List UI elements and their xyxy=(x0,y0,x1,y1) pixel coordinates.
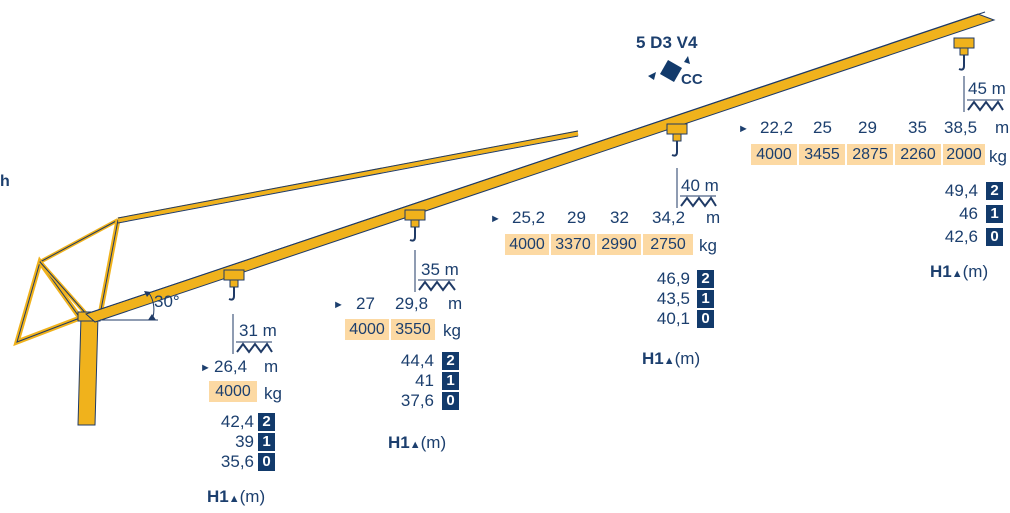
height-40-1: 43,5 xyxy=(656,289,690,308)
jib-tie-rod-outline-a xyxy=(117,130,579,219)
badge-31-2: 2 xyxy=(258,413,275,431)
badge-35-0: 0 xyxy=(442,392,459,410)
h1-caption-31: H1▲(m) xyxy=(207,487,266,506)
badge-35-2: 2 xyxy=(442,352,459,370)
load-45-1: 3455 xyxy=(799,144,845,165)
load-unit-35: kg xyxy=(443,321,461,340)
radius-40-1: 29 xyxy=(567,208,586,227)
badge-40-2: 2 xyxy=(697,270,714,288)
badge-40-0: 0 xyxy=(697,310,714,328)
load-40-1: 3370 xyxy=(551,234,595,255)
radius-45-0: 22,2 xyxy=(760,118,794,137)
trolley-40 xyxy=(666,123,688,157)
height-31-0: 35,6 xyxy=(220,452,254,471)
radius-40-3: 34,2 xyxy=(652,208,686,227)
load-35-0: 4000 xyxy=(345,319,389,340)
badge-45-1: 1 xyxy=(986,205,1003,223)
cab-model-label: 5 D3 V4 xyxy=(636,33,698,52)
jib-length-40: 40 m xyxy=(681,176,719,195)
radius-arrow-35: ► xyxy=(333,299,344,311)
inner-brace-outline xyxy=(39,261,89,317)
angle-arrow-bottom xyxy=(148,314,156,320)
length-marker-31 xyxy=(232,314,273,354)
load-45-2: 2875 xyxy=(847,144,893,165)
radius-45-4: 38,5 xyxy=(944,118,978,137)
height-40-2: 46,9 xyxy=(656,269,690,288)
height-35-1: 41 xyxy=(415,371,434,390)
radius-unit-45: m xyxy=(995,118,1010,137)
radius-unit-31: m xyxy=(264,357,279,376)
jib-length-31: 31 m xyxy=(239,321,277,340)
angle-arrow-top xyxy=(144,291,151,297)
tie-left-outline xyxy=(39,219,119,263)
radius-40-2: 32 xyxy=(610,208,629,227)
h1-caption-45: H1▲(m) xyxy=(930,262,989,281)
height-31-2: 42,4 xyxy=(220,412,254,431)
h1-caption-40: H1▲(m) xyxy=(642,349,701,368)
height-35-2: 44,4 xyxy=(400,351,434,370)
load-45-4: 2000 xyxy=(943,144,985,165)
height-35-0: 37,6 xyxy=(400,391,434,410)
radius-45-2: 29 xyxy=(858,118,877,137)
length-marker-45 xyxy=(963,76,1004,112)
cab-symbol xyxy=(648,56,690,82)
radius-arrow-45: ► xyxy=(738,123,749,135)
trolley-45 xyxy=(953,37,975,71)
badge-40-1: 1 xyxy=(697,290,714,308)
radius-45-1: 25 xyxy=(813,118,832,137)
load-45-0: 4000 xyxy=(751,144,797,165)
left-edge-mark: h xyxy=(0,173,10,190)
load-35-1: 3550 xyxy=(391,319,435,340)
jib-tie-rod-outline-b xyxy=(117,135,579,224)
jib xyxy=(85,13,996,323)
load-40-2: 2990 xyxy=(597,234,641,255)
radius-unit-35: m xyxy=(448,294,463,313)
h1-caption-35: H1▲(m) xyxy=(388,433,447,452)
height-45-0: 42,6 xyxy=(944,227,978,246)
jib-top-line xyxy=(91,11,986,313)
height-40-0: 40,1 xyxy=(656,309,690,328)
radius-45-3: 35 xyxy=(908,118,927,137)
load-unit-31: kg xyxy=(264,384,282,403)
length-marker-35 xyxy=(414,250,456,292)
load-45-3: 2260 xyxy=(895,144,941,165)
counter-jib-frame-outline xyxy=(16,260,81,343)
height-45-2: 49,4 xyxy=(944,181,978,200)
radius-40-0: 25,2 xyxy=(512,208,546,227)
height-45-1: 46 xyxy=(959,204,978,223)
length-marker-40 xyxy=(676,168,717,208)
badge-31-1: 1 xyxy=(258,433,275,451)
radius-arrow-31: ► xyxy=(200,362,211,374)
load-31-0: 4000 xyxy=(209,381,257,402)
mast xyxy=(77,315,99,426)
trolley-31 xyxy=(223,269,245,301)
badge-45-0: 0 xyxy=(986,228,1003,246)
load-40-3: 2750 xyxy=(643,234,693,255)
trolley-35 xyxy=(404,209,426,242)
radius-35-1: 29,8 xyxy=(395,294,429,313)
jib-length-45: 45 m xyxy=(968,79,1006,98)
load-unit-40: kg xyxy=(699,236,717,255)
radius-35-0: 27 xyxy=(356,294,375,313)
cab-code-label: CC xyxy=(681,71,703,88)
radius-unit-40: m xyxy=(706,208,721,227)
jib-tie-rod xyxy=(117,130,579,223)
radius-31-0: 26,4 xyxy=(214,357,248,376)
badge-45-2: 2 xyxy=(986,182,1003,200)
load-40-0: 4000 xyxy=(505,234,549,255)
radius-arrow-40: ► xyxy=(490,213,501,225)
badge-35-1: 1 xyxy=(442,372,459,390)
load-unit-45: kg xyxy=(989,147,1007,166)
jib-angle-label: 30° xyxy=(154,292,180,311)
jib-length-35: 35 m xyxy=(421,260,459,279)
apex-strut-outline xyxy=(99,219,119,316)
height-31-1: 39 xyxy=(235,432,254,451)
badge-31-0: 0 xyxy=(258,453,275,471)
